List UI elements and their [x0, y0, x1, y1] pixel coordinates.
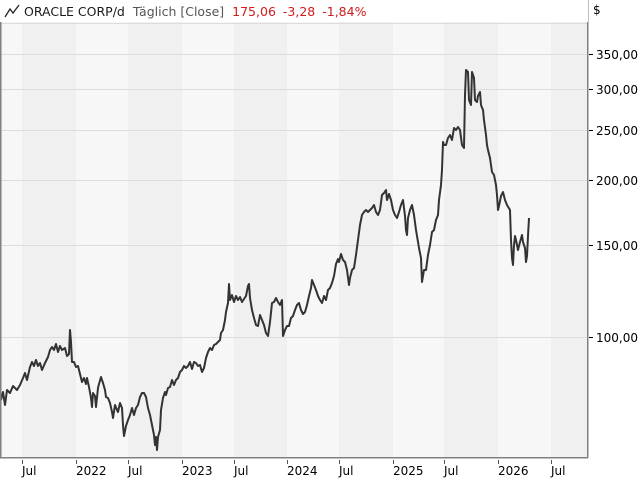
chart-background [0, 0, 588, 458]
y-axis: $ 350,00 300,00 250,00 200,00 150,00 100… [593, 3, 638, 345]
price-change: -3,28 [282, 3, 316, 19]
x-tick-label: 2025 [393, 464, 424, 478]
plot-frame [0, 0, 589, 459]
x-tick-label: Jul [443, 464, 458, 478]
x-tick-label: 2023 [182, 464, 213, 478]
currency-label: $ [593, 3, 601, 17]
y-tick-label: 200,00 [596, 174, 638, 188]
x-tick-label: 2024 [287, 464, 318, 478]
x-tick-label: 2026 [498, 464, 529, 478]
y-tick-label: 100,00 [596, 331, 638, 345]
y-axis-ticks [589, 54, 593, 338]
y-tick-label: 250,00 [596, 124, 638, 138]
interval-label: Täglich [Close] [132, 3, 225, 19]
chart-legend-header: ORACLE CORP/d Täglich [Close] 175,06 -3,… [0, 0, 588, 22]
y-tick-label: 150,00 [596, 239, 638, 253]
x-tick-label: Jul [21, 464, 36, 478]
last-price: 175,06 [232, 3, 276, 19]
price-change-percent: -1,84% [322, 3, 367, 19]
x-axis: Jul 2022 Jul 2023 Jul 2024 Jul 2025 Jul … [21, 464, 565, 478]
x-tick-label: 2022 [76, 464, 107, 478]
x-tick-label: Jul [127, 464, 142, 478]
y-tick-label: 350,00 [596, 48, 638, 62]
y-tick-label: 300,00 [596, 83, 638, 97]
grid-lines [0, 23, 588, 338]
price-line [0, 69, 530, 451]
x-tick-label: Jul [550, 464, 565, 478]
x-tick-label: Jul [233, 464, 248, 478]
x-axis-ticks [22, 460, 552, 464]
x-tick-label: Jul [338, 464, 353, 478]
symbol-name: ORACLE CORP/d [24, 3, 125, 19]
line-chart-icon [4, 4, 20, 18]
